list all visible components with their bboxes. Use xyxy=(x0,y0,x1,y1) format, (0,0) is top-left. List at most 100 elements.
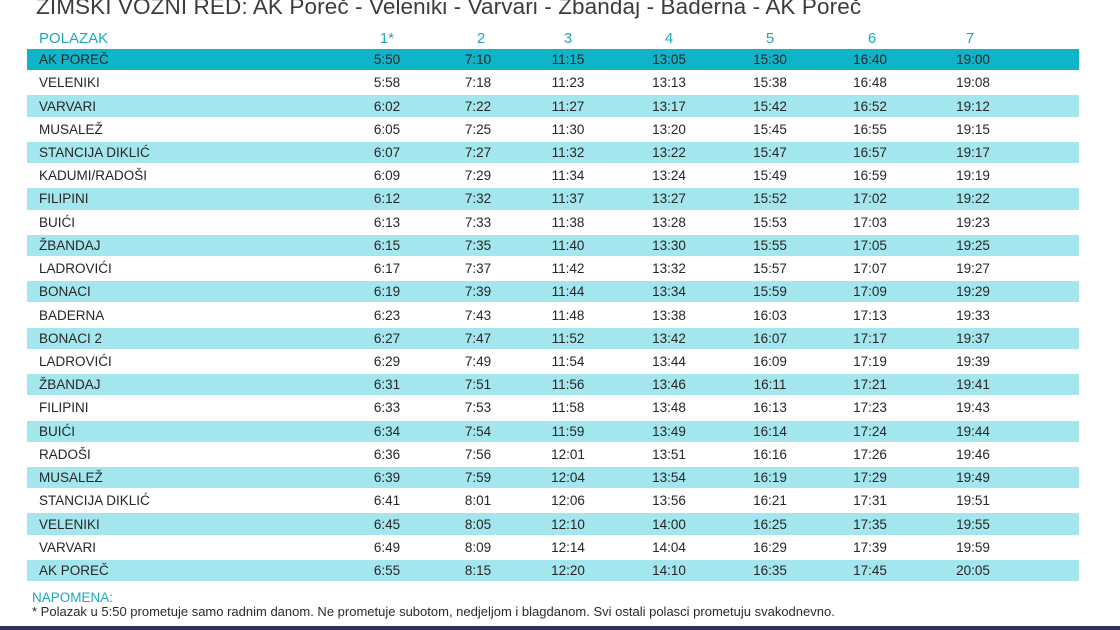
table-row: RADOŠI 6:36 7:56 12:01 13:51 16:16 17:26 19:46 xyxy=(27,443,1079,466)
table-row: VARVARI 6:49 8:09 12:14 14:04 16:29 17:39 19:59 xyxy=(27,536,1079,558)
departure-time: 17:39 xyxy=(853,539,887,555)
departure-time: 6:15 xyxy=(373,237,401,253)
stop-name: STANCIJA DIKLIĆ xyxy=(39,493,150,509)
departure-time: 6:41 xyxy=(373,493,401,509)
departure-time: 19:55 xyxy=(956,516,990,532)
stop-name: AK POREČ xyxy=(39,562,109,578)
stop-name: VELENIKI xyxy=(39,516,100,532)
table-row: ŽBANDAJ 6:31 7:51 11:56 13:46 16:11 17:21 19:41 xyxy=(27,374,1079,396)
departure-time: 7:37 xyxy=(464,261,492,277)
stop-name: LADROVIĆI xyxy=(39,261,112,277)
departure-time: 15:53 xyxy=(753,214,787,230)
table-row: LADROVIĆI 6:17 7:37 11:42 13:32 15:57 17:07 19:… xyxy=(27,257,1079,280)
departure-time: 15:55 xyxy=(753,237,787,253)
departure-time: 6:39 xyxy=(373,470,401,486)
departure-time: 16:52 xyxy=(853,98,887,114)
departure-time: 16:59 xyxy=(853,168,887,184)
departure-time: 16:48 xyxy=(853,75,887,91)
departure-time: 6:02 xyxy=(373,98,401,114)
departure-time: 6:12 xyxy=(373,191,401,207)
departure-time: 7:10 xyxy=(464,52,492,68)
table-row: KADUMI/RADOŠI 6:09 7:29 11:34 13:24 15:49 16:5… xyxy=(27,165,1079,187)
departure-time: 7:51 xyxy=(464,377,492,393)
stop-name: LADROVIĆI xyxy=(39,353,112,369)
departure-time: 19:23 xyxy=(956,214,990,230)
departure-time: 13:56 xyxy=(652,493,686,509)
departure-time: 17:05 xyxy=(853,237,887,253)
departure-time: 15:38 xyxy=(753,75,787,91)
stop-name: BADERNA xyxy=(39,307,105,323)
stop-name: FILIPINI xyxy=(39,400,89,416)
departure-time: 19:43 xyxy=(956,400,990,416)
table-row: BONACI 6:19 7:39 11:44 13:34 15:59 17:09 19:29 xyxy=(27,281,1079,303)
departure-time: 19:59 xyxy=(956,539,990,555)
departure-time: 13:05 xyxy=(652,52,686,68)
departure-time: 7:43 xyxy=(464,307,492,323)
departure-time: 16:35 xyxy=(753,562,787,578)
departure-time: 12:20 xyxy=(551,562,585,578)
departure-time: 13:51 xyxy=(652,446,686,462)
table-row: ŽBANDAJ 6:15 7:35 11:40 13:30 15:55 17:05 19:25 xyxy=(27,234,1079,257)
departure-time: 19:44 xyxy=(956,423,990,439)
departure-time: 7:35 xyxy=(464,237,492,253)
departure-time: 6:07 xyxy=(373,145,401,161)
stop-name: BONACI xyxy=(39,284,91,300)
stop-name: BUIĆI xyxy=(39,423,76,439)
departure-time: 7:25 xyxy=(464,121,492,137)
header-col-3: 3 xyxy=(563,29,573,47)
departure-time: 19:15 xyxy=(956,121,990,137)
departure-time: 6:34 xyxy=(373,423,401,439)
departure-time: 17:02 xyxy=(853,191,887,207)
departure-time: 16:14 xyxy=(753,423,787,439)
departure-time: 7:39 xyxy=(464,284,492,300)
stop-name: ŽBANDAJ xyxy=(39,237,101,253)
departure-time: 13:54 xyxy=(652,470,686,486)
departure-time: 11:59 xyxy=(551,423,585,439)
table-row: LADROVIĆI 6:29 7:49 11:54 13:44 16:09 17:19 19:… xyxy=(27,350,1079,373)
departure-time: 15:49 xyxy=(753,168,787,184)
departure-time: 13:48 xyxy=(652,400,686,416)
stop-name: VELENIKI xyxy=(39,75,100,91)
departure-time: 7:59 xyxy=(464,470,492,486)
departure-time: 11:56 xyxy=(551,377,585,393)
departure-time: 6:27 xyxy=(373,330,401,346)
table-row: STANCIJA DIKLIĆ 6:07 7:27 11:32 13:22 15:47 16… xyxy=(27,141,1079,164)
table-row: STANCIJA DIKLIĆ 6:41 8:01 12:06 13:56 16:21 17… xyxy=(27,490,1079,512)
departure-time: 7:33 xyxy=(464,214,492,230)
departure-time: 13:42 xyxy=(652,330,686,346)
departure-time: 6:49 xyxy=(373,539,401,555)
departure-time: 11:54 xyxy=(551,353,585,369)
departure-time: 13:32 xyxy=(652,261,686,277)
departure-time: 17:03 xyxy=(853,214,887,230)
departure-time: 19:41 xyxy=(956,377,990,393)
departure-time: 11:32 xyxy=(551,145,585,161)
departure-time: 11:38 xyxy=(551,214,585,230)
departure-time: 19:17 xyxy=(956,145,990,161)
departure-time: 11:42 xyxy=(551,261,585,277)
departure-time: 6:45 xyxy=(373,516,401,532)
departure-time: 8:01 xyxy=(464,493,492,509)
departure-time: 19:00 xyxy=(956,52,990,68)
departure-time: 17:29 xyxy=(853,470,887,486)
departure-time: 7:53 xyxy=(464,400,492,416)
departure-time: 12:14 xyxy=(551,539,585,555)
header-departure-label: POLAZAK xyxy=(39,29,109,47)
departure-time: 15:45 xyxy=(753,121,787,137)
departure-time: 17:26 xyxy=(853,446,887,462)
table-row: MUSALEŽ 6:39 7:59 12:04 13:54 16:19 17:29 19:49 xyxy=(27,466,1079,489)
table-header: POLAZAK 1* 2 3 4 5 6 7 xyxy=(27,28,1079,48)
header-col-2: 2 xyxy=(476,29,486,47)
departure-time: 11:52 xyxy=(551,330,585,346)
departure-time: 11:34 xyxy=(551,168,585,184)
departure-time: 6:17 xyxy=(373,261,401,277)
departure-time: 11:37 xyxy=(551,191,585,207)
departure-time: 12:01 xyxy=(551,446,585,462)
departure-time: 11:40 xyxy=(551,237,585,253)
stop-name: MUSALEŽ xyxy=(39,470,103,486)
table-row: AK POREČ 6:55 8:15 12:20 14:10 16:35 17:45 20:0… xyxy=(27,559,1079,582)
stop-name: RADOŠI xyxy=(39,446,91,462)
departure-time: 13:49 xyxy=(652,423,686,439)
departure-time: 7:54 xyxy=(464,423,492,439)
table-row: VELENIKI 6:45 8:05 12:10 14:00 16:25 17:35 19:5… xyxy=(27,513,1079,535)
departure-time: 7:29 xyxy=(464,168,492,184)
